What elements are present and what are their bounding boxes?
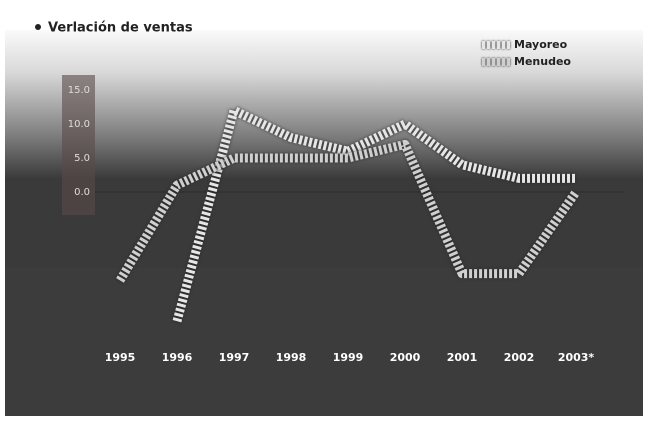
x-tick-label: 2003* (558, 351, 595, 364)
x-tick-label: 1998 (276, 351, 307, 364)
y-tick-label: 10.0 (68, 119, 90, 130)
y-tick-label: 0.0 (74, 187, 90, 198)
axis-panel (62, 75, 95, 215)
y-tick-label: 5.0 (74, 153, 90, 164)
x-tick-label: 1996 (162, 351, 193, 364)
chart-title: Verlación de ventas (48, 21, 193, 36)
legend-label: Menudeo (514, 55, 571, 68)
x-tick-label: 1997 (219, 351, 250, 364)
x-tick-label: 2000 (390, 351, 421, 364)
series-line (116, 139, 580, 283)
x-tick-label: 2002 (504, 351, 535, 364)
legend-label: Mayoreo (514, 38, 568, 51)
x-tick-label: 1995 (105, 351, 136, 364)
y-tick-label: 15.0 (68, 85, 90, 96)
x-tick-label: 2001 (447, 351, 478, 364)
photo-band (5, 268, 643, 416)
bullet (35, 24, 41, 30)
series-line (172, 105, 576, 323)
x-tick-label: 1999 (333, 351, 364, 364)
